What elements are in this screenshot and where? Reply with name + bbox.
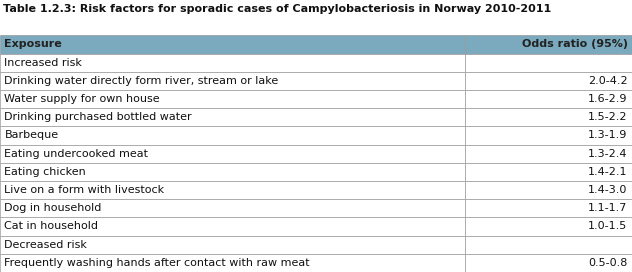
Bar [0, 35, 465, 54]
Text: 1.4-2.1: 1.4-2.1 [588, 167, 628, 177]
Bar [465, 90, 632, 108]
Text: Decreased risk: Decreased risk [4, 240, 87, 250]
Bar [0, 217, 465, 236]
Text: Frequently washing hands after contact with raw meat: Frequently washing hands after contact w… [4, 258, 310, 268]
Bar [0, 236, 465, 254]
Bar [0, 163, 465, 181]
Bar [0, 72, 465, 90]
Text: Table 1.2.3: Risk factors for sporadic cases of Campylobacteriosis in Norway 201: Table 1.2.3: Risk factors for sporadic c… [3, 4, 551, 14]
Text: Barbeque: Barbeque [4, 131, 59, 140]
Text: 1.3-2.4: 1.3-2.4 [588, 149, 628, 159]
Bar [0, 145, 465, 163]
Text: Drinking purchased bottled water: Drinking purchased bottled water [4, 112, 192, 122]
Bar [0, 54, 465, 72]
Text: 1.3-1.9: 1.3-1.9 [588, 131, 628, 140]
Bar [0, 254, 465, 272]
Text: 1.6-2.9: 1.6-2.9 [588, 94, 628, 104]
Bar [0, 181, 465, 199]
Text: Drinking water directly form river, stream or lake: Drinking water directly form river, stre… [4, 76, 279, 86]
Bar [465, 145, 632, 163]
Text: Increased risk: Increased risk [4, 58, 82, 68]
Text: 1.0-1.5: 1.0-1.5 [588, 221, 628, 231]
Text: Live on a form with livestock: Live on a form with livestock [4, 185, 164, 195]
Text: 1.5-2.2: 1.5-2.2 [588, 112, 628, 122]
Text: 0.5-0.8: 0.5-0.8 [588, 258, 628, 268]
Text: 1.1-1.7: 1.1-1.7 [588, 203, 628, 213]
Text: Eating chicken: Eating chicken [4, 167, 86, 177]
Bar [0, 126, 465, 145]
Text: Eating undercooked meat: Eating undercooked meat [4, 149, 149, 159]
Bar [465, 126, 632, 145]
Bar [465, 236, 632, 254]
Bar [465, 54, 632, 72]
Bar [465, 181, 632, 199]
Bar [465, 35, 632, 54]
Bar [465, 108, 632, 126]
Text: Water supply for own house: Water supply for own house [4, 94, 160, 104]
Text: 2.0-4.2: 2.0-4.2 [588, 76, 628, 86]
Text: Exposure: Exposure [4, 39, 62, 50]
Bar [465, 254, 632, 272]
Bar [0, 108, 465, 126]
Bar [465, 72, 632, 90]
Bar [465, 163, 632, 181]
Text: Dog in household: Dog in household [4, 203, 102, 213]
Bar [0, 90, 465, 108]
Text: Odds ratio (95%): Odds ratio (95%) [521, 39, 628, 50]
Text: 1.4-3.0: 1.4-3.0 [588, 185, 628, 195]
Bar [465, 199, 632, 217]
Text: Cat in household: Cat in household [4, 221, 99, 231]
Bar [0, 199, 465, 217]
Bar [465, 217, 632, 236]
